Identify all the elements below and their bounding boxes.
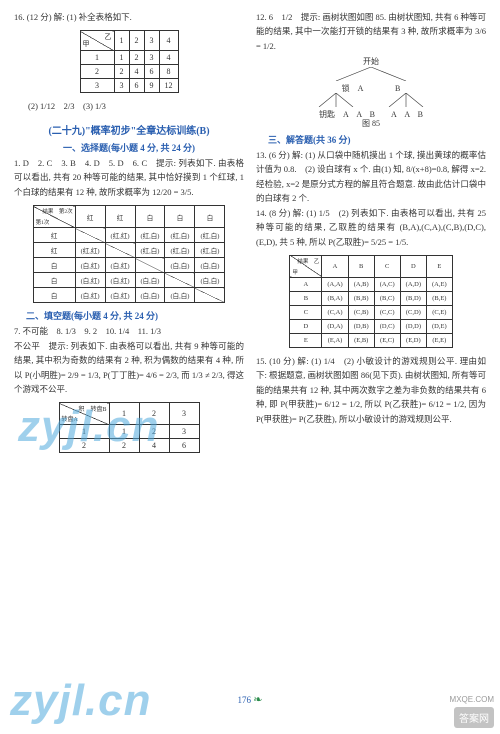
right-column: 12. 6 1/2 提示: 画树状图如图 85. 由树状图知, 共有 6 种等可… [256, 10, 486, 700]
q14: 14. (8 分) 解: (1) 1/5 (2) 列表如下. 由表格可以看出, … [256, 206, 486, 249]
tree-top: 开始 [256, 57, 486, 67]
corner-badge: 答案网 [454, 707, 494, 728]
fill-answers-1: 7. 不可能 8. 1/3 9. 2 10. 1/4 11. 1/3 [14, 324, 244, 338]
t1-c2: 3 [144, 31, 159, 51]
tree-caption: 图 85 [256, 119, 486, 129]
table-2: 结果 第2次 第1次 红 红 白 白 白 红(红,红)(红,白)(红,白)(红,… [33, 205, 226, 303]
tree-diagram: 开始 锁 A B 钥匙 A A B A A B 图 85 [256, 57, 486, 129]
fill-answers-2: 不公平 提示: 列表如下. 由表格可以看出, 共有 9 种等可能的结果, 其中积… [14, 339, 244, 397]
tree-ab: A B [358, 84, 401, 93]
corner-site: MXQE.COM [450, 695, 494, 704]
section-2-title: 二、填空题(每小题 4 分, 共 24 分) [26, 309, 244, 322]
tree-lines-2-icon [301, 93, 441, 107]
table-3: 积 转盘B 转盘A 1 2 3 1123 2246 [59, 402, 200, 453]
chapter-title: (二十九)"概率初步"全章达标训练(B) [14, 122, 244, 137]
t1-corner-top: 乙 [105, 32, 112, 42]
page-container: 16. (12 分) 解: (1) 补全表格如下. 乙 甲 1 2 3 4 11… [0, 0, 500, 700]
left-column: 16. (12 分) 解: (1) 补全表格如下. 乙 甲 1 2 3 4 11… [14, 10, 244, 700]
t1-c1: 2 [129, 31, 144, 51]
section-1-title: 一、选择题(每小题 4 分, 共 24 分) [14, 141, 244, 154]
mc-answers: 1. D 2. C 3. B 4. D 5. D 6. C 提示: 列表如下. … [14, 156, 244, 199]
leaf-icon: ❧ [253, 694, 262, 706]
t1-corner-bot: 甲 [83, 39, 90, 49]
section-3-title: 三、解答题(共 36 分) [268, 133, 486, 146]
tree-lock-label: 锁 [342, 84, 350, 93]
q12: 12. 6 1/2 提示: 画树状图如图 85. 由树状图知, 共有 6 种等可… [256, 10, 486, 53]
table-4: 结果 乙 甲 A B C D E A(A,A)(A,B)(A,C)(A,D)(A… [289, 255, 452, 348]
q15: 15. (10 分) 解: (1) 1/4 (2) 小敏设计的游戏规则公平. 理… [256, 354, 486, 426]
table-1: 乙 甲 1 2 3 4 11234 22468 336912 [80, 30, 179, 93]
q16-header: 16. (12 分) 解: (1) 补全表格如下. [14, 10, 244, 24]
t1-c3: 4 [159, 31, 178, 51]
tree-lines-1-icon [301, 67, 441, 81]
page-number: 176 ❧ [0, 693, 500, 706]
tree-leaves: 钥匙 A A B A A B [256, 110, 486, 120]
t1-c0: 1 [114, 31, 129, 51]
pagenum-text: 176 [238, 695, 252, 705]
q16-fracs: (2) 1/12 2/3 (3) 1/3 [28, 99, 244, 113]
q13: 13. (6 分) 解: (1) 从口袋中随机摸出 1 个球, 摸出黄球的概率估… [256, 148, 486, 206]
